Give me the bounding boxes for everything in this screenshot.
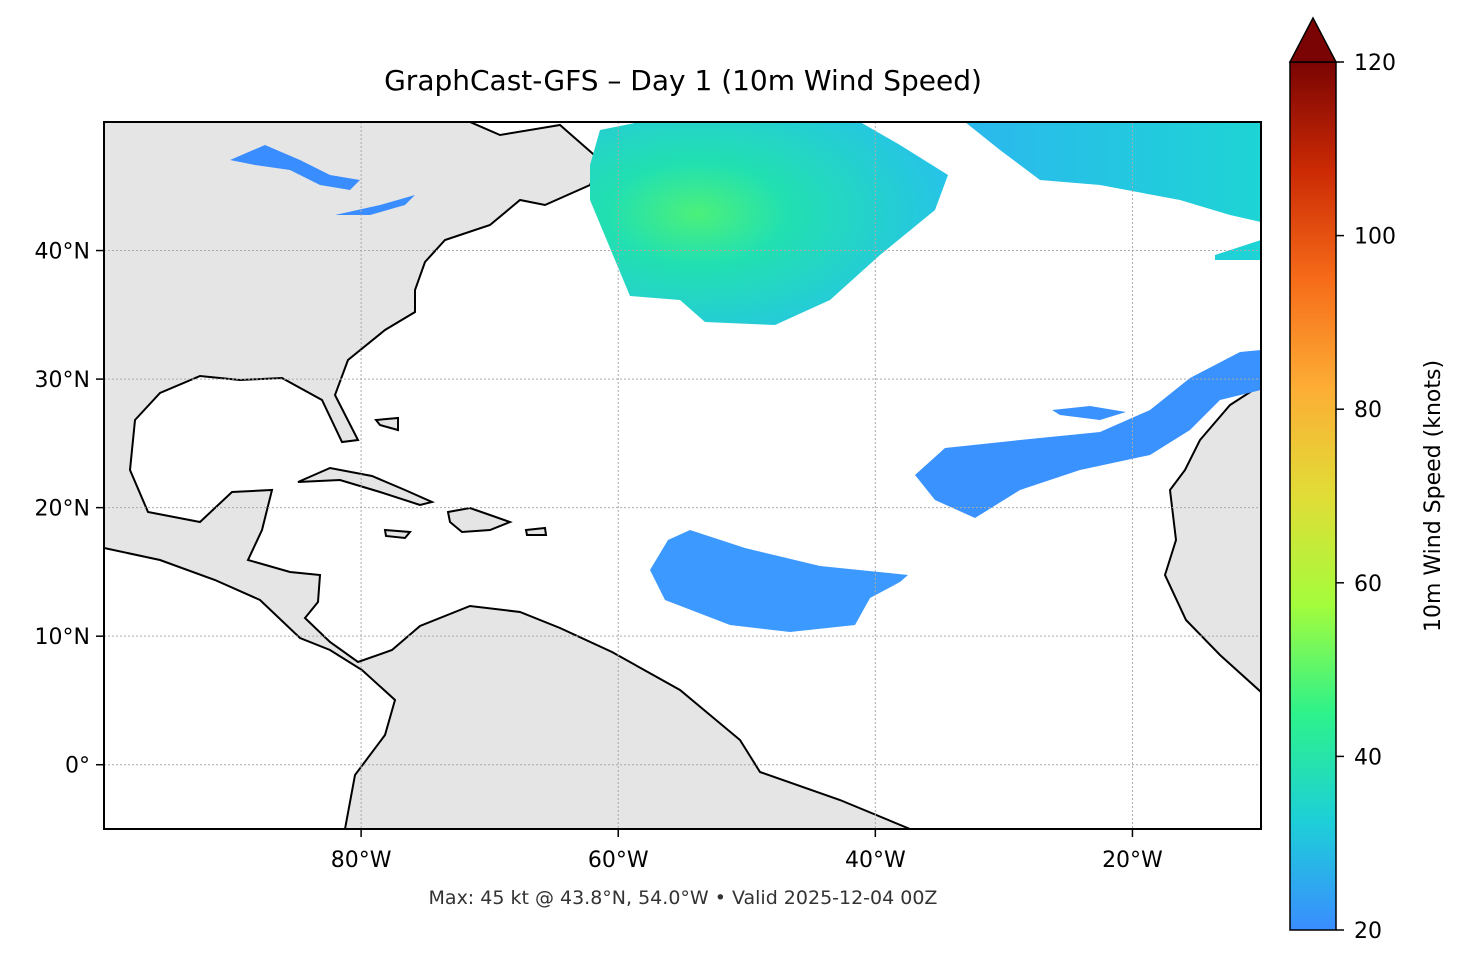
colorbar-tick-label: 120: [1354, 51, 1396, 76]
wind-field: [650, 530, 908, 632]
colorbar: [1289, 61, 1337, 931]
x-tick-label: 20°W: [1102, 848, 1163, 873]
colorbar-tick-label: 60: [1354, 572, 1382, 597]
y-tick-label: 30°N: [35, 368, 90, 393]
land: [104, 122, 911, 829]
great-lakes: [230, 145, 415, 215]
colorbar-label: 10m Wind Speed (knots): [1421, 360, 1446, 632]
island: [374, 416, 548, 540]
land: [1163, 383, 1261, 694]
y-tick-label: 0°: [65, 754, 90, 779]
chart-title: GraphCast-GFS – Day 1 (10m Wind Speed): [384, 64, 982, 97]
x-tick-label: 40°W: [845, 848, 906, 873]
wind-field: [590, 122, 948, 325]
y-tick-label: 10°N: [35, 625, 90, 650]
footnote: Max: 45 kt @ 43.8°N, 54.0°W • Valid 2025…: [429, 887, 938, 909]
colorbar-tick-label: 80: [1354, 398, 1382, 423]
y-tick-label: 40°N: [35, 240, 90, 265]
wind-field: [965, 122, 1261, 260]
map-frame: [103, 121, 1262, 830]
colorbar-tick-label: 40: [1354, 745, 1382, 770]
y-tick-label: 20°N: [35, 497, 90, 522]
colorbar-tick-label: 100: [1354, 225, 1396, 250]
map-area: [104, 122, 1261, 829]
wind-field: [915, 350, 1261, 518]
x-tick-label: 60°W: [588, 848, 649, 873]
colorbar-tick-label: 20: [1354, 919, 1382, 944]
island-cuba: [297, 466, 436, 507]
island-hispaniola: [446, 506, 513, 534]
colorbar-extend: [1288, 16, 1338, 63]
x-tick-label: 80°W: [331, 848, 392, 873]
